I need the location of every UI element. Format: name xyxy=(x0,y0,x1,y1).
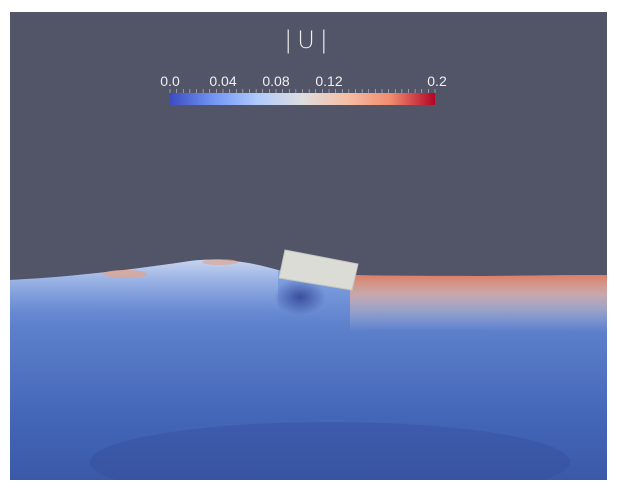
deep-shade xyxy=(90,422,570,480)
scalar-bar-tick-label: 0.08 xyxy=(262,73,289,89)
crest-highlight xyxy=(103,270,147,278)
crest-highlight xyxy=(202,259,238,265)
scalar-bar-tick-label: 0.04 xyxy=(209,73,236,89)
floating-block xyxy=(278,249,359,291)
render-viewport[interactable]: |U| 0.0 0.04 0.08 0.12 0.2 xyxy=(10,12,607,480)
scalar-bar-tick-label: 0.12 xyxy=(315,73,342,89)
surface-band-left xyxy=(10,259,278,312)
colormap-bar xyxy=(170,93,435,105)
color-scalar-bar[interactable]: 0.0 0.04 0.08 0.12 0.2 xyxy=(150,70,450,120)
legend-title: |U| xyxy=(284,26,333,54)
velocity-field-render xyxy=(10,249,607,480)
scalar-bar-tick-label: 0.2 xyxy=(427,73,447,89)
surface-band-right xyxy=(350,275,607,332)
wake-region xyxy=(274,279,326,315)
scalar-bar-tick-label: 0.0 xyxy=(160,73,180,89)
